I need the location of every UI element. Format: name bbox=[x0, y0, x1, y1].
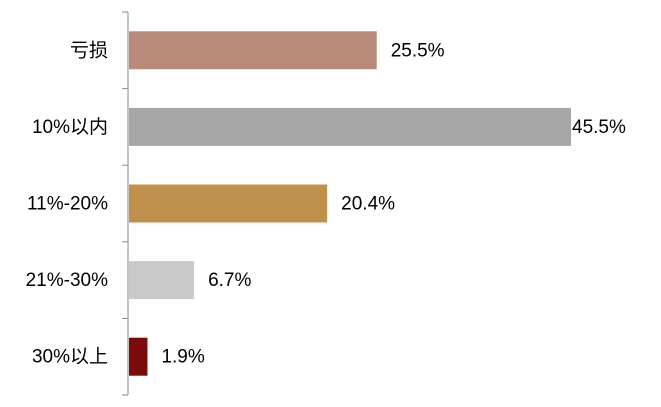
value-label: 45.5% bbox=[572, 117, 626, 138]
category-label: 21%-30% bbox=[26, 270, 108, 291]
category-label: 11%-20% bbox=[27, 194, 108, 215]
value-label: 1.9% bbox=[161, 347, 204, 368]
bar bbox=[129, 31, 377, 70]
category-label: 30%以上 bbox=[32, 346, 108, 368]
bar bbox=[129, 337, 148, 376]
bar bbox=[129, 184, 328, 223]
bar bbox=[129, 261, 195, 300]
category-label: 亏损 bbox=[70, 39, 108, 61]
value-label: 20.4% bbox=[341, 194, 395, 215]
category-label: 10%以内 bbox=[32, 116, 108, 138]
bar bbox=[129, 107, 571, 146]
value-label: 6.7% bbox=[208, 270, 251, 291]
value-label: 25.5% bbox=[391, 40, 445, 61]
